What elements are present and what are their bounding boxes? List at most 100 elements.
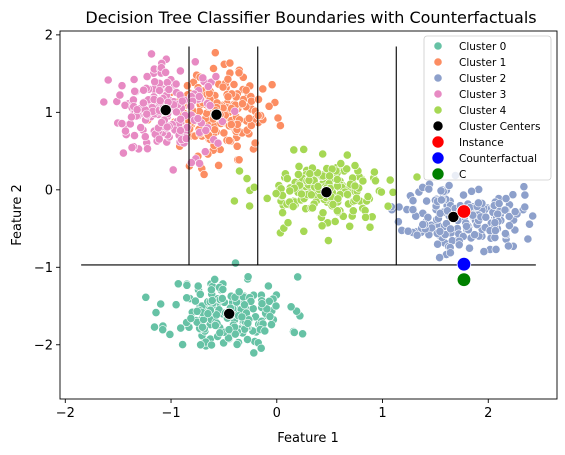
data-point [217,294,227,303]
data-point [454,240,464,250]
data-point [178,340,187,349]
data-point [218,284,228,294]
data-point [232,141,242,151]
data-point [306,190,316,200]
data-point [258,84,268,94]
data-point [176,126,185,135]
data-point [479,247,489,256]
data-point [500,205,510,215]
data-point [323,236,333,245]
data-point [293,169,303,179]
data-point [525,219,534,229]
legend-label: C [459,169,466,181]
data-point [297,189,306,199]
data-point [127,112,136,122]
data-point [465,243,474,253]
x-axis-label: Feature 1 [277,431,339,446]
instance-point [456,204,472,219]
data-point [412,172,422,182]
data-point [262,193,272,203]
data-point [408,196,418,206]
data-point [99,97,109,107]
data-point [289,327,299,337]
data-point [508,190,518,200]
series-cluster-3 [99,49,240,175]
data-point [293,272,303,282]
data-point [151,308,161,317]
y-tick-label: −1 [34,261,53,276]
chart-title: Decision Tree Classifier Boundaries with… [85,8,536,27]
x-tick-label: −1 [161,406,180,421]
data-point [245,201,254,211]
data-point [260,326,270,336]
data-point [435,226,445,236]
data-point [358,176,368,186]
data-point [242,174,252,183]
legend-marker [433,57,443,67]
data-point [283,218,293,228]
data-point [223,92,233,102]
x-tick-label: −2 [56,406,75,421]
data-point [250,138,260,148]
data-point [528,211,538,221]
data-point [418,220,428,229]
data-point [168,165,178,175]
data-point [181,134,191,143]
data-point [288,202,298,211]
data-point [177,96,187,106]
data-point [136,123,146,132]
data-point [285,186,295,196]
data-point [523,234,533,244]
legend-box [423,35,552,181]
data-point [224,136,234,145]
data-point [186,313,196,323]
data-point [436,186,446,196]
data-point [271,301,281,311]
data-point [165,329,175,339]
data-point [318,149,328,159]
data-point [210,48,220,58]
data-point [342,164,352,174]
data-point [207,340,216,350]
data-point [119,148,128,158]
data-point [385,175,395,185]
legend-label: Cluster 3 [459,89,506,101]
data-point [462,221,471,231]
data-point [176,114,185,124]
data-point [350,161,360,170]
data-point [345,221,355,231]
cluster-centers [159,104,460,320]
data-point [305,169,315,179]
data-point [115,90,125,100]
data-point [217,117,227,126]
data-point [154,134,164,144]
data-point [444,181,454,190]
data-point [336,159,346,168]
data-point [206,285,216,295]
data-point [130,131,139,140]
data-point [195,158,204,168]
data-point [436,195,446,205]
data-point [343,189,352,199]
data-point [190,57,200,67]
data-point [403,226,413,236]
cluster-center-point [210,108,223,121]
data-point [235,166,244,176]
data-point [470,230,479,240]
x-tick-label: 2 [484,406,492,421]
data-point [473,198,483,208]
data-point [176,323,186,333]
data-point [313,181,323,191]
data-point [195,289,205,299]
data-point [143,144,152,154]
data-point [234,68,244,78]
cluster-center-point [159,104,172,117]
data-point [298,329,307,339]
data-point [332,175,342,184]
data-point [494,199,504,208]
y-tick-label: 0 [45,183,53,198]
data-point [196,340,205,350]
series-cluster-0 [141,258,307,358]
data-point [203,309,213,319]
